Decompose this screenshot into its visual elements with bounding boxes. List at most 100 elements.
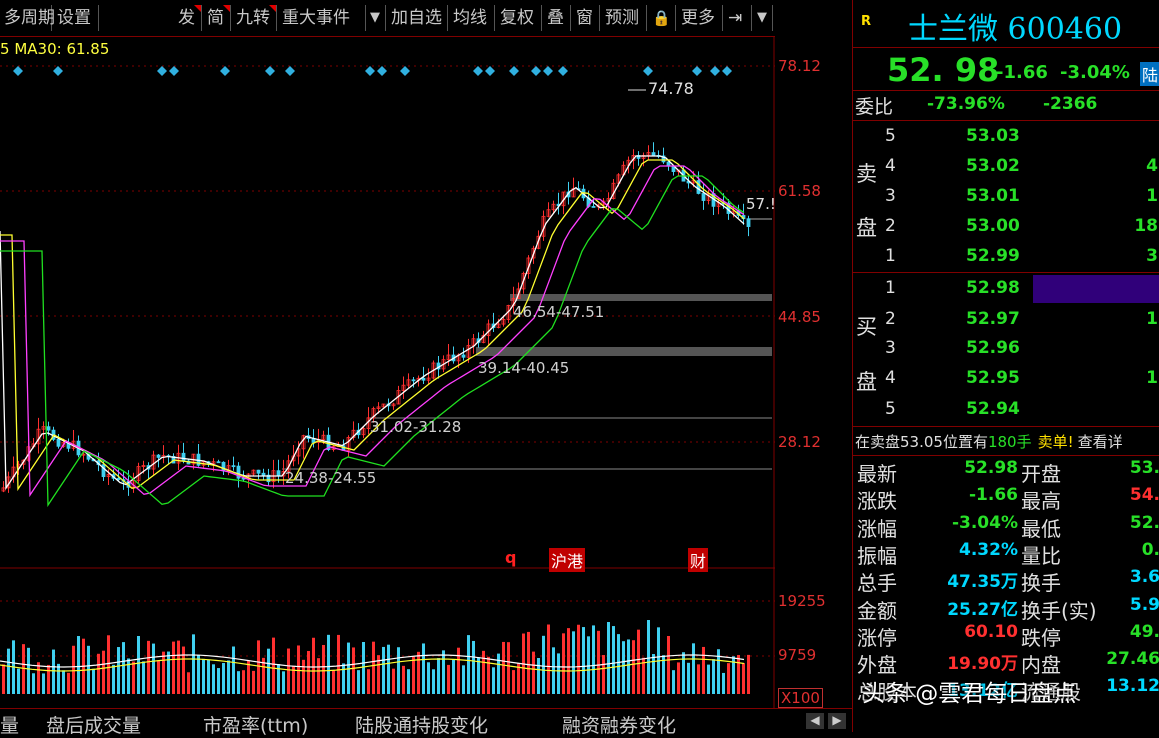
event-marker[interactable]: 沪港 <box>549 548 586 572</box>
sell-level-price[interactable]: 53.00 <box>966 216 1020 236</box>
signal-diamond <box>485 66 495 76</box>
kline-chart[interactable] <box>0 36 775 708</box>
volume-bar <box>712 659 715 694</box>
volume-bar <box>502 641 505 694</box>
buy-level-price[interactable]: 52.96 <box>966 338 1020 358</box>
more-button[interactable]: 更多 <box>677 5 723 31</box>
volume-bar <box>407 669 410 694</box>
signal-diamond <box>473 66 483 76</box>
candle-body <box>381 403 386 408</box>
volume-bar <box>577 624 580 694</box>
volume-bar <box>257 640 260 694</box>
stat-label-2: 换手(实) <box>1021 598 1097 623</box>
volume-bar <box>367 669 370 694</box>
volume-bar <box>27 647 30 694</box>
volume-bar <box>172 641 175 694</box>
buy-level-price[interactable]: 52.95 <box>966 368 1020 388</box>
window-button[interactable]: 窗 <box>572 5 600 31</box>
tab-northbound-holdings[interactable]: 陆股通持股变化 <box>355 715 489 737</box>
buy-level-num: 2 <box>885 309 896 329</box>
buy-level-price[interactable]: 52.98 <box>966 278 1020 298</box>
volume-bar <box>112 664 115 694</box>
candle-body <box>106 474 111 478</box>
volume-bar <box>107 635 110 694</box>
ma-button[interactable]: 均线 <box>449 5 495 31</box>
sell-level-price[interactable]: 52.99 <box>966 246 1020 266</box>
sell-level-price[interactable]: 53.02 <box>966 156 1020 176</box>
major-events-button[interactable]: 重大事件 <box>278 5 366 31</box>
volume-bar <box>642 657 645 694</box>
scroll-left-icon[interactable]: ◀ <box>806 713 824 729</box>
volume-bar <box>227 660 230 694</box>
volume-bar <box>152 643 155 694</box>
candle-body <box>251 469 256 475</box>
order-notice[interactable]: 在卖盘53.05位置有180手 卖单! 查看详 <box>855 431 1123 452</box>
add-favorite-button[interactable]: 加自选 <box>387 5 448 31</box>
signal-diamond <box>509 66 519 76</box>
sell-level-price[interactable]: 53.01 <box>966 186 1020 206</box>
buy-level-price[interactable]: 52.94 <box>966 399 1020 419</box>
notice-type: 卖单! <box>1037 433 1074 451</box>
lock-icon[interactable]: 🔒 <box>648 5 676 31</box>
tab-margin-trading[interactable]: 融资融券变化 <box>562 715 677 737</box>
more-dropdown-icon[interactable]: ▼ <box>753 5 773 31</box>
volume-bar <box>392 668 395 694</box>
forecast-button[interactable]: 预测 <box>601 5 647 31</box>
volume-bar <box>612 626 615 694</box>
notice-text: 在卖盘53.05位置有 <box>855 433 988 451</box>
buy-level-num: 5 <box>885 399 896 419</box>
volume-bar <box>387 644 390 694</box>
signal-diamond <box>53 66 63 76</box>
volume-bar <box>252 670 255 694</box>
scroll-right-icon[interactable]: ▶ <box>828 713 846 729</box>
ma20-line <box>0 165 745 498</box>
volume-bar <box>672 670 675 694</box>
stat-label: 涨幅 <box>857 516 897 541</box>
volume-bar <box>627 639 630 694</box>
candle-body <box>531 247 536 259</box>
event-marker[interactable]: q <box>505 548 517 567</box>
jiuzhuan-button[interactable]: 九转 <box>232 5 277 31</box>
volume-bar <box>132 661 135 694</box>
ma-legend: 5 MA30: 61.85 <box>0 40 109 58</box>
jian-button[interactable]: 简 <box>203 5 231 31</box>
collapse-icon[interactable]: ⇥ <box>724 5 752 31</box>
tab-pe-ttm[interactable]: 市盈率(ttm) <box>203 715 309 737</box>
volume-bar <box>582 627 585 694</box>
events-dropdown-icon[interactable]: ▼ <box>366 5 386 31</box>
tab-after-hours-volume[interactable]: 盘后成交量 <box>46 715 142 737</box>
volume-bar <box>717 649 720 694</box>
volume-bar <box>507 642 510 694</box>
volume-bar <box>272 637 275 694</box>
volume-bar <box>247 660 250 694</box>
price-tick: 44.85 <box>778 308 821 326</box>
candle-body <box>346 437 351 451</box>
stat-label-2: 最高 <box>1021 489 1061 514</box>
stat-value-2: 54. <box>1129 485 1159 506</box>
lugutong-badge[interactable]: 陆 <box>1140 62 1159 86</box>
volume-bar <box>632 640 635 694</box>
adjust-button[interactable]: 复权 <box>496 5 542 31</box>
support-zone-label: 31.02-31.28 <box>370 418 462 436</box>
multi-period-button[interactable]: 多周期 <box>0 5 55 31</box>
sell-level-price[interactable]: 53.03 <box>966 126 1020 146</box>
buy-level-price[interactable]: 52.97 <box>966 309 1020 329</box>
overlay-button[interactable]: 叠 <box>543 5 571 31</box>
sell-level-num: 1 <box>885 246 896 266</box>
volume-bar <box>187 672 190 694</box>
volume-bar <box>462 665 465 694</box>
volume-unit-badge[interactable]: X100 <box>778 688 823 708</box>
tab-volume[interactable]: 量 <box>0 715 20 737</box>
signal-diamond <box>692 66 702 76</box>
volume-bar <box>617 634 620 694</box>
buy-level-num: 4 <box>885 368 896 388</box>
volume-bar <box>292 666 295 694</box>
volume-bar <box>592 625 595 694</box>
candle-body <box>101 464 106 478</box>
event-marker[interactable]: 财 <box>688 548 709 572</box>
fa-button[interactable]: 发 <box>174 5 202 31</box>
notice-link[interactable]: 查看详 <box>1077 433 1123 451</box>
support-zone-label: 24.38-24.55 <box>285 469 377 487</box>
settings-button[interactable]: 设置 <box>53 5 99 31</box>
candle-body <box>56 439 61 447</box>
